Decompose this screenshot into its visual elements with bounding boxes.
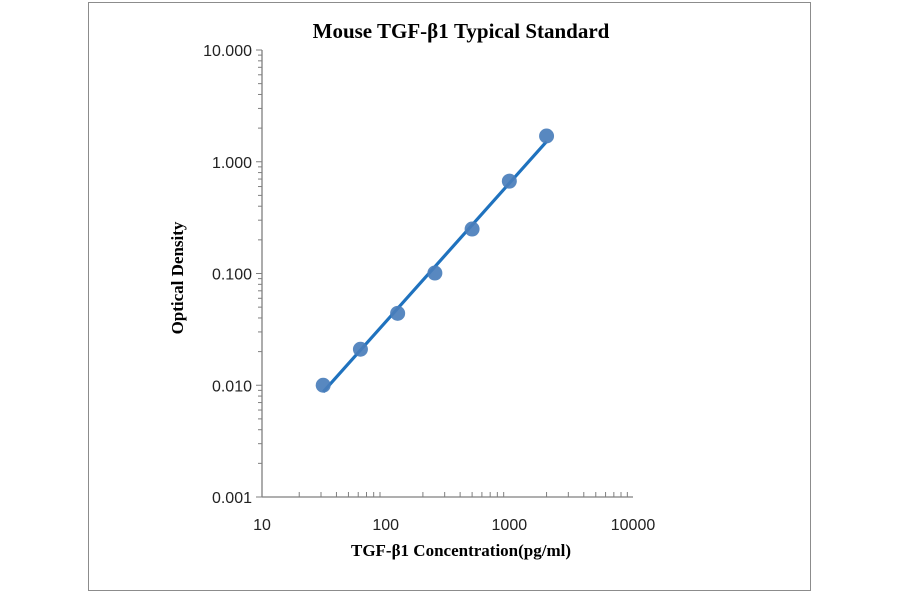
x-tick-label: 10	[253, 517, 271, 534]
y-tick-label: 10.000	[203, 43, 252, 60]
x-tick-label: 10000	[611, 517, 656, 534]
y-axis-label: Optical Density	[168, 221, 187, 334]
data-point	[501, 173, 517, 189]
x-tick-label: 1000	[492, 517, 528, 534]
data-point	[464, 221, 480, 237]
y-tick-label: 0.001	[212, 490, 252, 507]
y-tick-label: 0.100	[212, 267, 252, 284]
data-point	[539, 128, 555, 144]
chart-frame	[88, 2, 811, 591]
x-tick-label: 100	[372, 517, 399, 534]
x-axis-label: TGF-β1 Concentration(pg/ml)	[351, 541, 571, 560]
data-point	[352, 341, 368, 357]
y-tick-label: 1.000	[212, 155, 252, 172]
data-point	[427, 265, 443, 281]
data-point	[390, 305, 406, 321]
chart-title: Mouse TGF-β1 Typical Standard	[313, 19, 610, 43]
data-point	[315, 377, 331, 393]
y-tick-label: 0.010	[212, 378, 252, 395]
